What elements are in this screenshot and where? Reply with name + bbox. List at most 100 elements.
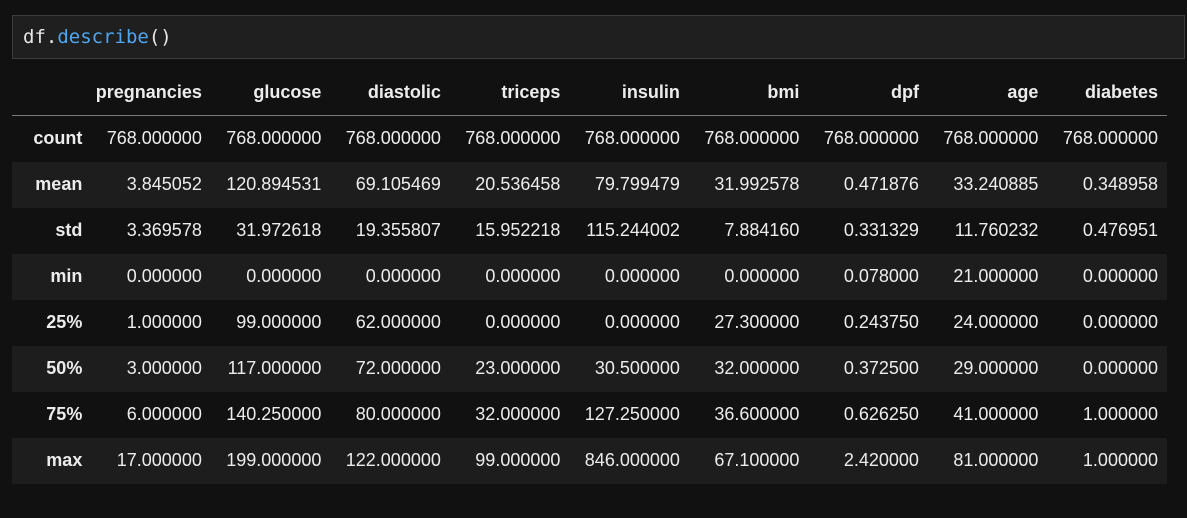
table-row: mean 3.845052 120.894531 69.105469 20.536458…	[12, 161, 1167, 208]
table-row: count 768.000000 768.000000 768.000000 768.0…	[12, 116, 1167, 162]
table-cell: 21.000000	[953, 266, 1039, 286]
table-cell: 69.105469	[355, 174, 441, 194]
table-cell: 768.000000	[226, 128, 322, 149]
table-cell: 23.000000	[475, 358, 561, 378]
table-row: 50% 3.000000 117.000000 72.000000 23.000000 3…	[12, 345, 1167, 392]
table-cell: 0.078000	[843, 266, 919, 286]
table-cell: 20.536458	[475, 174, 561, 194]
row-index-label: 75%	[46, 404, 83, 424]
table-cell: 117.000000	[227, 358, 322, 378]
table-cell: 81.000000	[953, 450, 1039, 470]
table-row: max 17.000000 199.000000 122.000000 99.00000…	[12, 437, 1167, 484]
table-cell: 0.476951	[1082, 220, 1158, 240]
column-header: pregnancies	[91, 70, 211, 116]
code-line: df.describe()	[23, 25, 172, 49]
column-header: diabetes	[1047, 70, 1167, 116]
row-index-label: mean	[35, 174, 83, 194]
table-cell: 30.500000	[594, 358, 680, 378]
table-cell: 768.000000	[584, 128, 680, 149]
table-cell: 17.000000	[116, 450, 202, 470]
table-cell: 11.760232	[954, 220, 1039, 240]
table-cell: 6.000000	[126, 404, 202, 424]
table-cell: 0.000000	[485, 312, 561, 332]
table-row: 75% 6.000000 140.250000 80.000000 32.000000 1…	[12, 392, 1167, 438]
row-index-label: 25%	[46, 312, 83, 332]
code-cell-input[interactable]: df.describe()	[12, 15, 1185, 59]
table-cell: 0.331329	[843, 220, 919, 240]
table-cell: 15.952218	[475, 220, 561, 240]
column-header: dpf	[808, 70, 928, 116]
table-cell: 0.000000	[246, 266, 322, 286]
table-cell: 0.000000	[485, 266, 561, 286]
column-header: glucose	[210, 70, 331, 116]
code-token-dot: .	[45, 26, 58, 48]
table-cell: 1.000000	[1082, 450, 1158, 470]
table-cell: 0.000000	[604, 266, 680, 286]
row-index-label: min	[50, 266, 83, 286]
table-cell: 0.000000	[126, 266, 202, 286]
table-corner-cell	[12, 70, 92, 116]
row-index-label: max	[46, 450, 83, 470]
table-cell: 7.884160	[724, 220, 800, 240]
row-index-label: count	[33, 128, 83, 149]
table-cell: 846.000000	[584, 450, 680, 470]
code-token-parens: ()	[148, 26, 172, 48]
table-cell: 768.000000	[1062, 128, 1158, 149]
table-cell: 32.000000	[714, 358, 800, 378]
table-cell: 99.000000	[236, 312, 322, 332]
table-row: std 3.369578 31.972618 19.355807 15.952218 11…	[12, 208, 1167, 254]
table-cell: 99.000000	[475, 450, 561, 470]
table-cell: 0.372500	[843, 358, 919, 378]
table-cell: 768.000000	[943, 128, 1039, 149]
table-row: 25% 1.000000 99.000000 62.000000 0.000000 0.0…	[12, 300, 1167, 346]
table-header-row: pregnancies glucose diastolic triceps in…	[12, 70, 1167, 116]
table-cell: 32.000000	[475, 404, 561, 424]
table-cell: 3.845052	[126, 174, 202, 194]
table-cell: 127.250000	[584, 404, 680, 424]
table-cell: 0.471876	[843, 174, 919, 194]
column-header: bmi	[688, 70, 809, 116]
table-cell: 67.100000	[714, 450, 800, 470]
table-cell: 199.000000	[226, 450, 322, 470]
table-cell: 19.355807	[355, 220, 441, 240]
table-cell: 115.244002	[586, 220, 680, 240]
column-header: diastolic	[330, 70, 450, 116]
table-cell: 31.972618	[236, 220, 322, 240]
table-cell: 72.000000	[355, 358, 441, 378]
table-cell: 0.626250	[843, 404, 919, 424]
table-cell: 0.243750	[843, 312, 919, 332]
table-cell: 62.000000	[355, 312, 441, 332]
table-cell: 3.000000	[126, 358, 202, 378]
table-cell: 36.600000	[714, 404, 800, 424]
describe-table: pregnancies glucose diastolic triceps in…	[12, 70, 1167, 484]
column-header: triceps	[449, 70, 570, 116]
table-cell: 29.000000	[953, 358, 1039, 378]
cell-output: pregnancies glucose diastolic triceps in…	[12, 70, 1167, 484]
table-cell: 122.000000	[345, 450, 441, 470]
row-index-label: std	[55, 220, 83, 240]
column-header: insulin	[569, 70, 689, 116]
code-token-object: df	[23, 26, 46, 48]
table-cell: 0.000000	[1082, 312, 1158, 332]
table-cell: 0.000000	[1082, 358, 1158, 378]
table-row: min 0.000000 0.000000 0.000000 0.000000 0.000…	[12, 253, 1167, 300]
table-cell: 0.000000	[724, 266, 800, 286]
table-cell: 33.240885	[953, 174, 1039, 194]
table-cell: 768.000000	[106, 128, 202, 149]
table-cell: 768.000000	[465, 128, 561, 149]
table-cell: 1.000000	[1082, 404, 1158, 424]
table-cell: 768.000000	[704, 128, 800, 149]
table-cell: 0.000000	[365, 266, 441, 286]
table-cell: 140.250000	[226, 404, 322, 424]
table-cell: 768.000000	[345, 128, 441, 149]
row-index-label: 50%	[46, 358, 83, 378]
table-cell: 0.348958	[1082, 174, 1158, 194]
column-header: age	[927, 70, 1048, 116]
table-cell: 0.000000	[604, 312, 680, 332]
table-cell: 768.000000	[823, 128, 919, 149]
table-cell: 3.369578	[126, 220, 202, 240]
table-cell: 80.000000	[355, 404, 441, 424]
table-cell: 79.799479	[594, 174, 680, 194]
table-cell: 41.000000	[953, 404, 1039, 424]
table-cell: 1.000000	[126, 312, 202, 332]
